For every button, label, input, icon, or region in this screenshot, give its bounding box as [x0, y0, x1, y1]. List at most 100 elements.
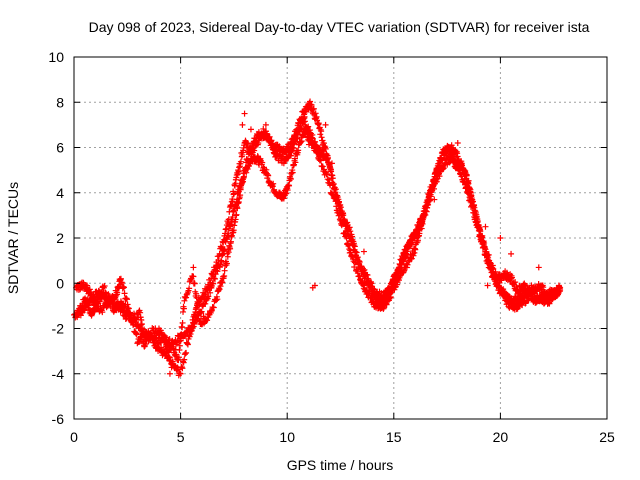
data-point — [422, 208, 429, 215]
data-point — [354, 270, 361, 277]
data-point — [315, 120, 322, 127]
data-point — [241, 110, 248, 117]
data-point — [207, 279, 214, 286]
data-point — [482, 245, 489, 252]
data-point — [364, 272, 371, 279]
data-point — [336, 203, 343, 210]
data-point — [102, 289, 109, 296]
data-point — [403, 251, 410, 258]
data-point — [528, 282, 535, 289]
data-point — [508, 274, 515, 281]
data-point — [140, 330, 147, 337]
data-point — [101, 282, 108, 289]
data-point — [242, 164, 249, 171]
x-tick-label: 20 — [493, 429, 509, 445]
data-point — [443, 148, 450, 155]
data-point — [189, 324, 196, 331]
data-point — [215, 257, 222, 264]
data-point — [168, 347, 175, 354]
data-point — [475, 221, 482, 228]
data-point — [239, 176, 246, 183]
data-point — [263, 128, 270, 135]
data-point — [349, 233, 356, 240]
data-point — [251, 147, 258, 154]
data-point — [226, 208, 233, 215]
data-point — [217, 261, 224, 268]
data-point — [356, 273, 363, 280]
data-point — [208, 275, 215, 282]
data-point — [286, 182, 293, 189]
data-point — [180, 305, 187, 312]
data-point — [96, 298, 103, 305]
data-point — [133, 330, 140, 337]
data-point — [229, 214, 236, 221]
data-point — [223, 225, 230, 232]
data-point — [496, 279, 503, 286]
data-point — [462, 170, 469, 177]
data-point — [294, 135, 301, 142]
y-tick-label: 2 — [56, 230, 64, 246]
data-point — [431, 196, 438, 203]
x-tick-label: 25 — [599, 429, 615, 445]
data-point — [413, 229, 420, 236]
data-point — [103, 304, 110, 311]
y-tick-label: 4 — [56, 185, 64, 201]
data-point — [161, 333, 168, 340]
data-point — [247, 126, 254, 133]
y-tick-label: 8 — [56, 94, 64, 110]
data-point — [313, 142, 320, 149]
data-point — [337, 201, 344, 208]
data-point — [93, 305, 100, 312]
data-point — [184, 340, 191, 347]
data-point — [371, 288, 378, 295]
data-point — [176, 370, 183, 377]
data-point — [191, 280, 198, 287]
data-point — [346, 224, 353, 231]
data-point — [321, 166, 328, 173]
data-point — [237, 158, 244, 165]
data-point — [335, 196, 342, 203]
data-point — [232, 216, 239, 223]
data-point — [181, 297, 188, 304]
data-point — [412, 246, 419, 253]
data-point — [227, 202, 234, 209]
data-point — [178, 363, 185, 370]
data-point — [532, 288, 539, 295]
data-point — [497, 235, 504, 241]
data-point — [118, 279, 125, 286]
data-point — [199, 302, 206, 309]
data-point — [180, 359, 187, 366]
data-point — [229, 198, 236, 205]
data-point — [190, 264, 197, 271]
data-point — [508, 250, 515, 257]
data-point — [225, 249, 232, 256]
data-point — [381, 302, 388, 309]
data-point — [263, 131, 270, 138]
data-point — [214, 262, 221, 269]
data-point — [255, 140, 262, 147]
data-point — [99, 309, 106, 316]
data-point — [328, 160, 335, 167]
data-point — [308, 137, 315, 144]
data-point — [147, 336, 154, 343]
data-point — [212, 267, 219, 274]
data-point — [463, 172, 470, 179]
data-point — [410, 252, 417, 259]
data-point — [356, 260, 363, 267]
data-point — [540, 284, 547, 291]
data-point — [269, 140, 276, 147]
data-point — [430, 182, 437, 189]
data-point — [133, 331, 140, 338]
data-point — [138, 321, 145, 328]
data-point — [244, 140, 251, 147]
data-point — [361, 266, 368, 273]
data-point — [300, 119, 307, 126]
data-point — [309, 131, 316, 138]
data-point — [268, 137, 275, 144]
data-point — [350, 240, 357, 247]
data-point — [183, 349, 190, 356]
data-point — [298, 138, 305, 145]
data-point — [554, 291, 561, 298]
data-point — [276, 151, 283, 158]
data-point — [233, 211, 240, 218]
